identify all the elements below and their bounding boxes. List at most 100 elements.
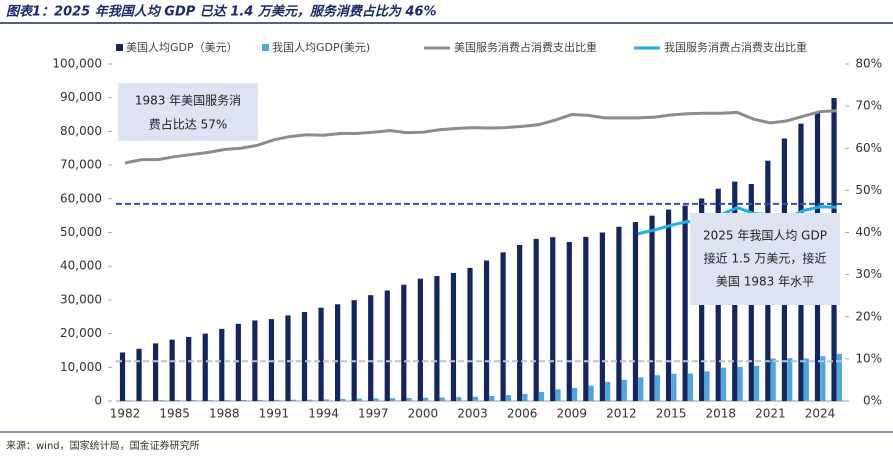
- bar: [770, 358, 776, 401]
- annotation-box: [118, 83, 258, 141]
- bar: [136, 348, 142, 401]
- legend-swatch: [262, 44, 269, 51]
- bar: [158, 400, 164, 401]
- x-tick-label: 2015: [656, 407, 687, 421]
- bar: [340, 398, 346, 401]
- y2-tick-label: 40%: [855, 225, 882, 239]
- bar: [505, 395, 511, 401]
- bar: [820, 356, 826, 401]
- bar: [119, 352, 126, 401]
- legend-label: 美国服务消费占消费支出比重: [454, 40, 597, 54]
- x-tick-label: 2024: [805, 407, 836, 421]
- bar: [654, 375, 660, 401]
- bar: [588, 385, 594, 401]
- bar: [583, 236, 589, 401]
- bar: [522, 393, 528, 401]
- bar: [174, 400, 181, 401]
- bar: [456, 397, 462, 401]
- bar: [389, 398, 396, 401]
- bar: [599, 232, 605, 401]
- bar: [191, 400, 197, 401]
- bar: [500, 252, 506, 401]
- y2-tick-label: 0%: [863, 394, 882, 408]
- bar: [472, 396, 478, 401]
- x-tick-label: 2018: [705, 407, 736, 421]
- source: 来源：wind，国家统计局，国金证券研究所: [6, 439, 200, 452]
- bar: [125, 400, 131, 401]
- y2-tick-label: 80%: [855, 57, 882, 71]
- y2-tick-label: 60%: [855, 141, 882, 155]
- bar: [290, 399, 296, 401]
- chart-title: 图表1：2025 年我国人均 GDP 已达 1.4 万美元，服务消费占比为 46…: [6, 4, 437, 20]
- y-tick-label: 20,000: [60, 326, 102, 340]
- bar: [417, 278, 423, 401]
- bar: [285, 315, 291, 401]
- bar: [720, 367, 727, 401]
- x-tick-label: 1991: [259, 407, 290, 421]
- y2-tick-label: 30%: [855, 267, 882, 281]
- y2-tick-label: 70%: [855, 99, 882, 113]
- x-tick-label: 1994: [308, 407, 339, 421]
- bar: [704, 371, 710, 401]
- bar: [632, 222, 639, 401]
- bar: [803, 358, 809, 401]
- legend-label: 我国人均GDP(美元): [272, 41, 370, 54]
- bar: [241, 399, 247, 401]
- bar: [571, 388, 578, 401]
- bar: [665, 209, 672, 401]
- y-tick-label: 60,000: [60, 191, 102, 205]
- bar: [384, 290, 390, 401]
- annotation-box: [690, 213, 840, 305]
- bar: [638, 377, 644, 401]
- y-tick-label: 80,000: [60, 124, 102, 138]
- y2-tick-label: 20%: [855, 309, 882, 323]
- annotation-text: 接近 1.5 万美元，接近: [704, 251, 827, 266]
- bar: [682, 205, 688, 401]
- y-tick-label: 90,000: [60, 90, 102, 104]
- bar: [401, 284, 407, 401]
- bar: [219, 328, 225, 401]
- bar: [207, 400, 214, 401]
- bar: [439, 397, 445, 401]
- bar: [483, 260, 490, 401]
- x-tick-label: 2006: [507, 407, 538, 421]
- x-tick-label: 2000: [408, 407, 439, 421]
- x-tick-label: 1997: [358, 407, 389, 421]
- bar: [373, 398, 379, 401]
- bar: [368, 295, 374, 401]
- bar: [836, 353, 842, 401]
- bar: [555, 389, 561, 401]
- x-tick-label: 2012: [606, 407, 637, 421]
- bar: [754, 365, 760, 401]
- bar: [605, 382, 611, 401]
- bar: [356, 398, 363, 401]
- bar: [152, 343, 159, 401]
- annotation-text: 2025 年我国人均 GDP: [703, 229, 827, 243]
- legend-label: 我国服务消费占消费支出比重: [664, 40, 807, 54]
- legend-label: 美国人均GDP（美元）: [126, 41, 238, 54]
- bar: [550, 237, 556, 401]
- x-tick-label: 2009: [557, 407, 588, 421]
- bar: [566, 241, 572, 401]
- y-tick-label: 30,000: [60, 292, 102, 306]
- bar: [649, 215, 655, 401]
- bar: [450, 272, 457, 401]
- y-tick-label: 40,000: [60, 259, 102, 273]
- bar: [434, 275, 440, 401]
- bar: [301, 312, 308, 401]
- bar: [323, 399, 329, 401]
- x-tick-label: 2021: [755, 407, 786, 421]
- bar: [737, 366, 743, 401]
- y-tick-label: 50,000: [60, 225, 102, 239]
- bar: [621, 379, 627, 401]
- annotation-text: 费占比达 57%: [149, 117, 228, 132]
- annotation-text: 美国 1983 年水平: [716, 275, 814, 289]
- bar: [423, 397, 429, 401]
- y2-tick-label: 50%: [855, 183, 882, 197]
- y-tick-label: 0: [94, 394, 102, 408]
- bar: [517, 244, 523, 401]
- bar: [787, 358, 793, 401]
- bar: [671, 373, 677, 401]
- y-tick-label: 100,000: [52, 57, 102, 71]
